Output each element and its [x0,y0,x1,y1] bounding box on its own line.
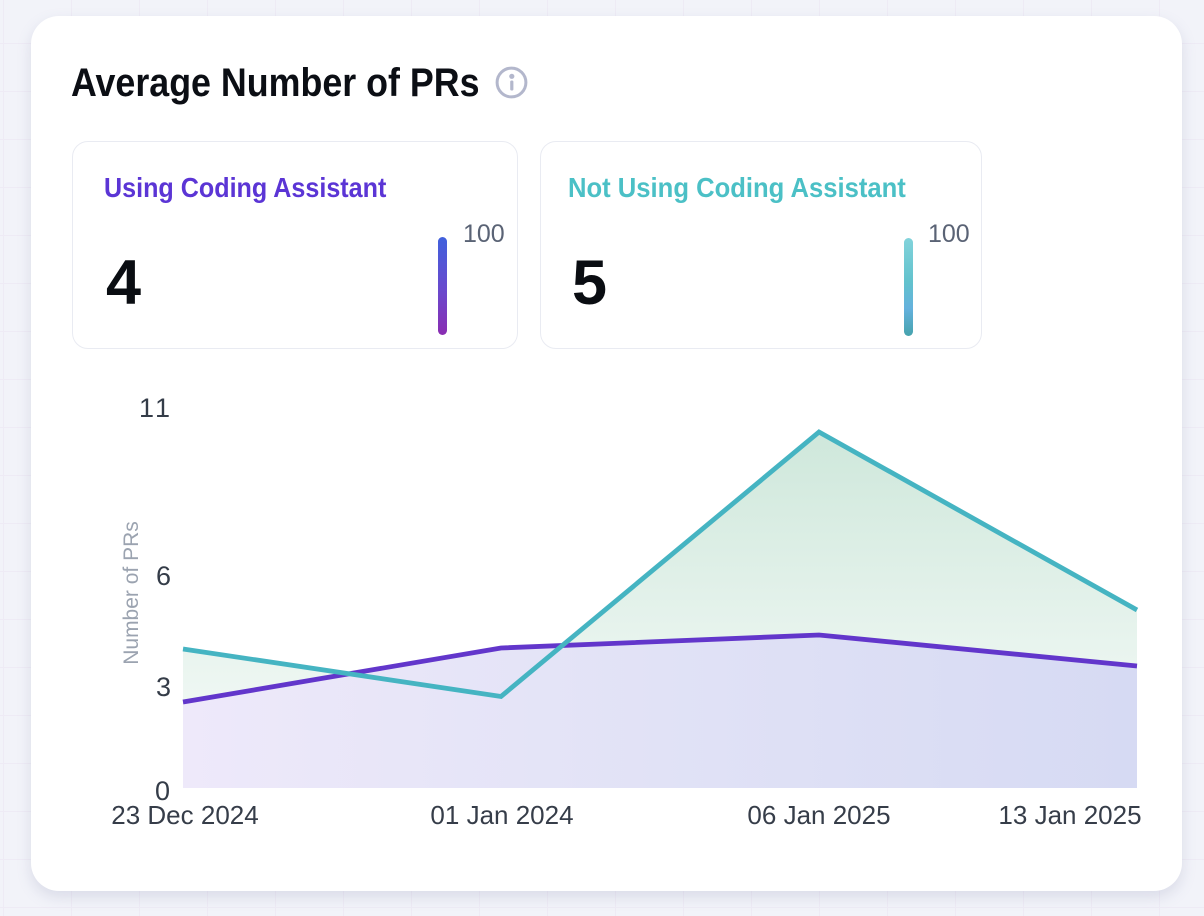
svg-text:3: 3 [156,672,171,702]
svg-text:0: 0 [155,776,170,806]
svg-text:06 Jan 2025: 06 Jan 2025 [747,800,890,830]
svg-text:11: 11 [139,393,173,423]
svg-text:13 Jan 2025: 13 Jan 2025 [998,800,1141,830]
svg-text:Number of PRs: Number of PRs [120,521,143,665]
svg-text:23 Dec 2024: 23 Dec 2024 [111,800,258,830]
svg-text:6: 6 [156,561,171,591]
svg-text:01 Jan 2024: 01 Jan 2024 [430,800,573,830]
